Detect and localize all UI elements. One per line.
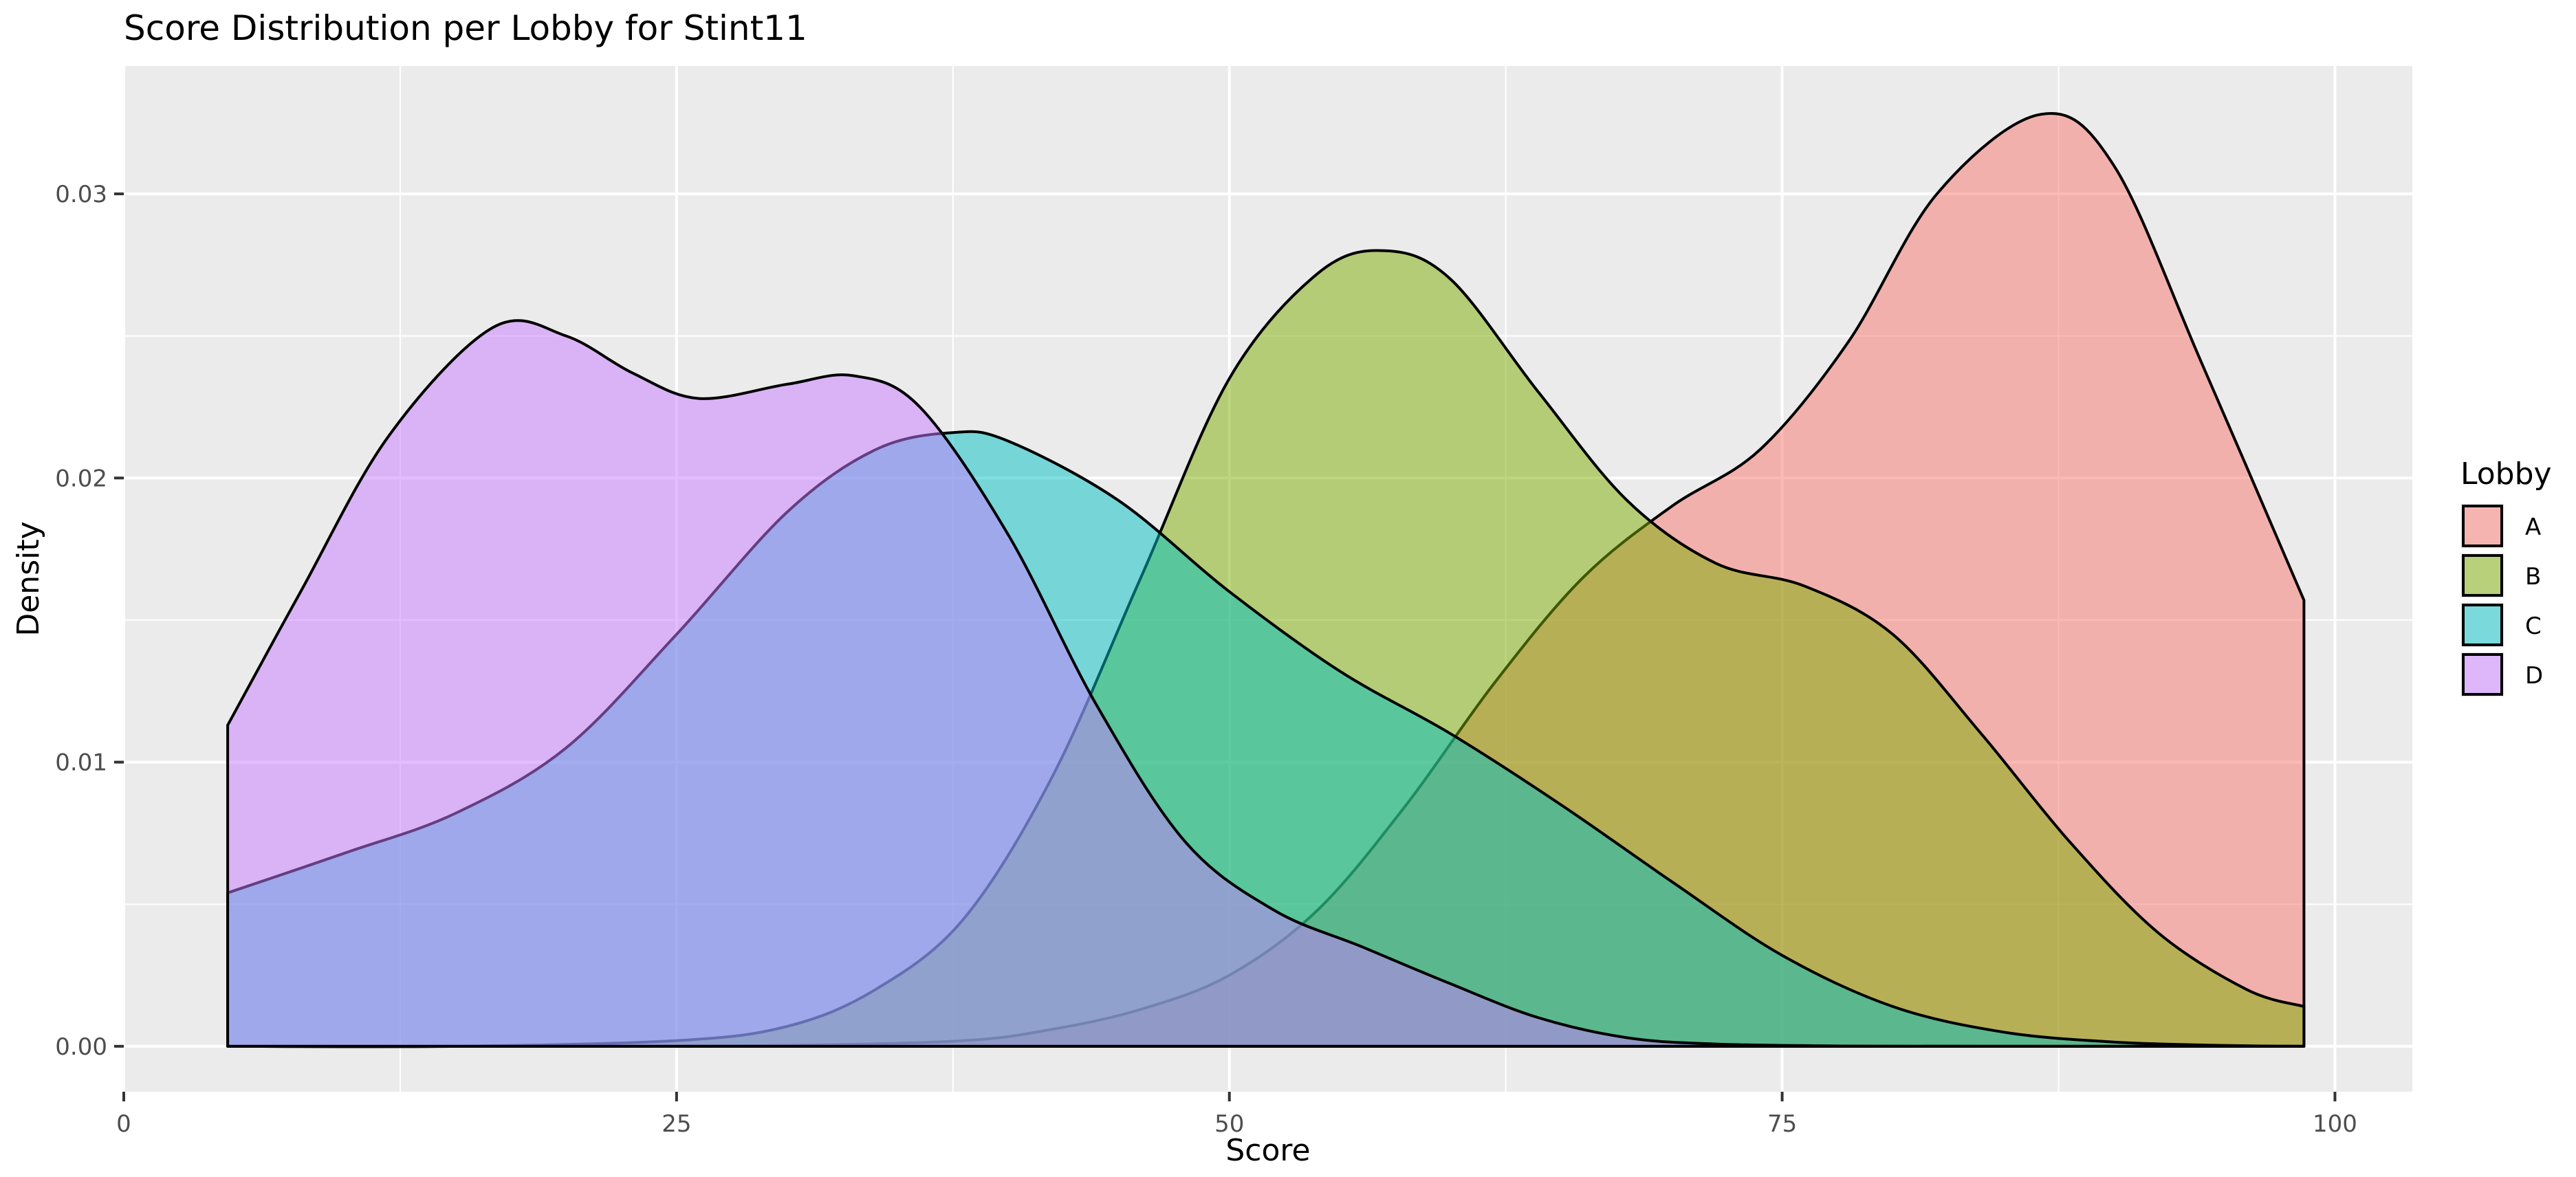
x-tick-label: 0 xyxy=(116,1110,131,1138)
legend-label-a: A xyxy=(2525,514,2541,541)
legend-swatch-c xyxy=(2462,604,2503,646)
y-tick-label: 0.02 xyxy=(55,465,107,492)
x-tick-label: 25 xyxy=(662,1110,691,1138)
legend-title: Lobby xyxy=(2460,456,2552,492)
y-axis: 0.00 0.01 0.02 0.03 xyxy=(55,181,124,1061)
x-axis-label: Score xyxy=(1225,1133,1310,1168)
legend-swatch-a xyxy=(2462,505,2503,547)
legend-swatch-b xyxy=(2462,554,2503,597)
x-tick-label: 100 xyxy=(2313,1110,2357,1138)
legend-label-d: D xyxy=(2525,662,2543,690)
y-tick-label: 0.00 xyxy=(55,1033,107,1061)
legend-label-b: B xyxy=(2525,563,2541,591)
x-tick-label: 50 xyxy=(1214,1110,1244,1138)
legend-label-c: C xyxy=(2525,613,2542,640)
density-area-d xyxy=(226,319,2306,1048)
y-tick-label: 0.03 xyxy=(55,181,107,208)
x-tick-label: 75 xyxy=(1767,1110,1797,1138)
x-axis: 0 25 50 75 100 xyxy=(116,1092,2357,1138)
chart-title: Score Distribution per Lobby for Stint11 xyxy=(124,8,807,48)
y-tick-label: 0.01 xyxy=(55,749,107,777)
legend-swatch-d xyxy=(2462,653,2503,696)
y-axis-label: Density xyxy=(11,521,46,636)
density-areas xyxy=(226,112,2306,1048)
